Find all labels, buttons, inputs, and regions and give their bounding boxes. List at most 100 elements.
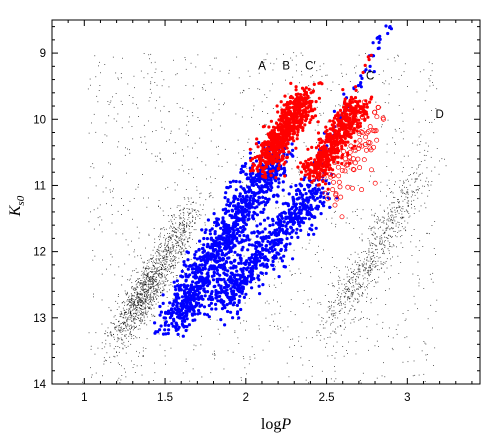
background-star (396, 211, 398, 213)
background-star (377, 228, 379, 230)
background-star (171, 241, 173, 243)
background-star (360, 317, 362, 319)
background-star (192, 226, 193, 227)
background-star (150, 304, 152, 306)
background-star (183, 217, 184, 219)
blue-point (297, 211, 301, 215)
background-star (152, 304, 154, 306)
background-star (128, 308, 130, 310)
background-star (175, 240, 176, 241)
background-star (376, 236, 378, 238)
blue-point (191, 263, 196, 267)
background-star (270, 257, 272, 259)
background-star (381, 249, 383, 250)
background-star (172, 223, 173, 224)
background-star (247, 70, 249, 72)
background-star (228, 267, 229, 269)
blue-point (247, 210, 251, 214)
background-star (192, 217, 193, 218)
background-star (93, 209, 95, 211)
background-star (168, 251, 170, 253)
background-star (148, 288, 150, 290)
background-star (145, 275, 147, 277)
blue-point (229, 201, 233, 205)
background-star (164, 247, 166, 249)
background-star (132, 306, 134, 308)
blue-point (198, 256, 202, 260)
background-star (121, 104, 123, 105)
background-star (354, 290, 356, 292)
background-star (127, 329, 129, 331)
background-star (82, 381, 83, 383)
background-star (372, 265, 374, 267)
background-star (147, 273, 149, 274)
background-star (333, 306, 335, 308)
blue-point (234, 215, 238, 219)
background-star (139, 282, 141, 284)
background-star (145, 142, 147, 144)
blue-point (234, 210, 239, 214)
background-star (187, 146, 189, 148)
background-star (362, 275, 364, 277)
background-star (170, 132, 172, 134)
background-star (133, 270, 135, 271)
blue-point (223, 207, 228, 211)
blue-point (263, 184, 267, 189)
blue-point (239, 185, 243, 189)
blue-point (270, 245, 274, 249)
background-star (381, 124, 383, 126)
background-star (186, 124, 188, 126)
background-star (113, 316, 115, 318)
background-star (133, 305, 134, 307)
background-star (339, 296, 341, 298)
background-star (368, 251, 370, 253)
background-star (374, 279, 375, 280)
blue-point (209, 292, 213, 296)
background-star (259, 88, 261, 90)
background-star (365, 264, 367, 266)
background-star (347, 289, 349, 291)
blue-point (230, 271, 234, 275)
blue-point (216, 252, 220, 256)
background-star (136, 365, 138, 367)
background-star (354, 260, 356, 262)
blue-point (176, 284, 180, 288)
background-star (352, 294, 353, 296)
background-star (125, 324, 127, 326)
background-star (145, 267, 147, 269)
background-star (119, 382, 121, 384)
blue-point (190, 312, 194, 316)
background-star (157, 270, 159, 272)
background-star (344, 295, 346, 297)
background-star (154, 290, 156, 292)
background-star (358, 265, 360, 267)
blue-point (194, 297, 198, 301)
background-star (167, 269, 169, 271)
background-star (141, 287, 143, 289)
background-star (154, 82, 156, 83)
background-star (141, 289, 143, 291)
background-star (149, 297, 151, 299)
background-star (281, 282, 282, 284)
background-star (213, 354, 215, 356)
background-star (239, 92, 241, 94)
background-star (98, 65, 99, 67)
background-star (190, 62, 192, 64)
background-star (331, 222, 333, 224)
background-star (178, 169, 180, 171)
background-star (123, 301, 125, 302)
background-star (264, 206, 265, 208)
blue-point (191, 308, 195, 312)
background-star (302, 364, 304, 366)
background-star (169, 251, 171, 253)
background-star (369, 265, 371, 266)
background-star (361, 252, 363, 253)
background-star (169, 259, 171, 261)
background-star (360, 285, 361, 287)
blue-point (252, 180, 256, 184)
background-star (400, 209, 401, 211)
background-star (273, 63, 275, 65)
background-star (383, 253, 385, 255)
background-star (292, 76, 294, 78)
blue-point (223, 285, 227, 290)
